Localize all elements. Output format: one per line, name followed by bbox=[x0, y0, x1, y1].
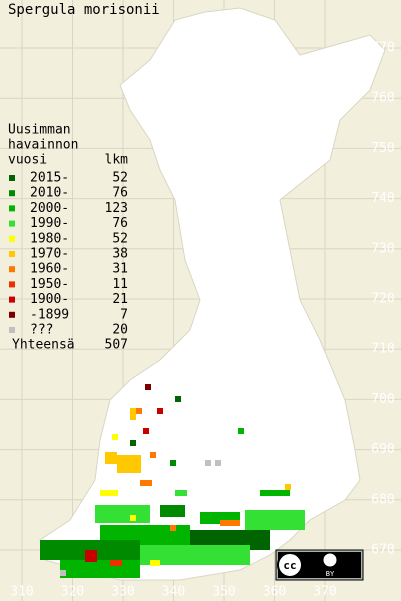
legend-swatch bbox=[9, 205, 15, 212]
legend-count: 76 bbox=[112, 186, 128, 201]
legend-count: 7 bbox=[120, 307, 128, 322]
license-badge: cc BY bbox=[275, 549, 364, 581]
legend-swatch bbox=[9, 235, 15, 242]
count-header: lkm bbox=[105, 153, 129, 168]
legend-count: 52 bbox=[112, 231, 128, 246]
legend-label: 1900- bbox=[30, 292, 69, 307]
cc-label: cc bbox=[283, 559, 296, 572]
title: Spergula morisonii bbox=[8, 2, 160, 18]
legend-label: 1960- bbox=[30, 262, 69, 277]
legend-count: 11 bbox=[112, 277, 128, 292]
total-label: Yhteensä bbox=[12, 338, 75, 353]
legend-swatch bbox=[9, 175, 15, 181]
x-label: 340 bbox=[162, 585, 185, 600]
legend-label: 2010- bbox=[30, 186, 69, 201]
legend-swatch bbox=[9, 220, 15, 227]
legend-swatch bbox=[9, 266, 15, 273]
by-label: BY bbox=[326, 570, 335, 578]
legend-swatch bbox=[9, 281, 15, 288]
x-label: 360 bbox=[263, 585, 286, 600]
legend-label: 2000- bbox=[30, 201, 69, 216]
y-label: 730 bbox=[371, 241, 394, 256]
y-label: 750 bbox=[371, 141, 394, 156]
y-label: 690 bbox=[371, 442, 394, 457]
total-count: 507 bbox=[105, 338, 128, 353]
x-label: 320 bbox=[61, 585, 84, 600]
y-label: 670 bbox=[371, 543, 394, 558]
legend-label: 1990- bbox=[30, 216, 69, 231]
y-label: 770 bbox=[371, 41, 394, 56]
legend-title: havainnon bbox=[8, 138, 78, 153]
legend-title: vuosi bbox=[8, 153, 47, 168]
legend-label: -1899 bbox=[30, 307, 69, 322]
x-label: 330 bbox=[111, 585, 134, 600]
legend-count: 38 bbox=[112, 247, 128, 262]
legend-swatch bbox=[9, 251, 15, 257]
y-label: 710 bbox=[371, 342, 394, 357]
observations bbox=[40, 384, 305, 578]
legend-count: 31 bbox=[112, 262, 128, 277]
legend-label: 1970- bbox=[30, 247, 69, 262]
legend-swatch bbox=[9, 190, 15, 197]
y-label: 720 bbox=[371, 292, 394, 307]
legend-label: 1950- bbox=[30, 277, 69, 292]
legend-count: 20 bbox=[112, 323, 128, 338]
legend-count: 21 bbox=[112, 292, 128, 307]
y-label: 700 bbox=[371, 392, 394, 407]
legend-count: 76 bbox=[112, 216, 128, 231]
legend-swatch bbox=[9, 296, 15, 303]
y-label: 680 bbox=[371, 492, 394, 507]
legend-count: 52 bbox=[112, 171, 128, 186]
legend-label: ??? bbox=[30, 323, 53, 338]
finland bbox=[39, 7, 386, 581]
x-label: 350 bbox=[212, 585, 235, 600]
ticks: 770 760 750 740 730 720 710 700 690 680 670 310 320 3… bbox=[10, 41, 394, 600]
legend-swatch bbox=[9, 327, 15, 333]
legend-label: 2015- bbox=[30, 171, 69, 186]
x-label: 370 bbox=[313, 585, 336, 600]
y-label: 760 bbox=[371, 91, 394, 106]
legend-label: 1980- bbox=[30, 231, 69, 246]
legend-swatch bbox=[9, 311, 15, 318]
x-label: 310 bbox=[10, 585, 33, 600]
y-label: 740 bbox=[371, 191, 394, 206]
legend-count: 123 bbox=[105, 201, 128, 216]
legend-title: Uusimman bbox=[8, 123, 71, 138]
